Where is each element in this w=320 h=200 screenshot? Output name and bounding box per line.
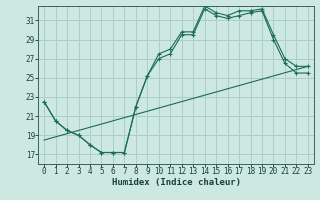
- X-axis label: Humidex (Indice chaleur): Humidex (Indice chaleur): [111, 178, 241, 187]
